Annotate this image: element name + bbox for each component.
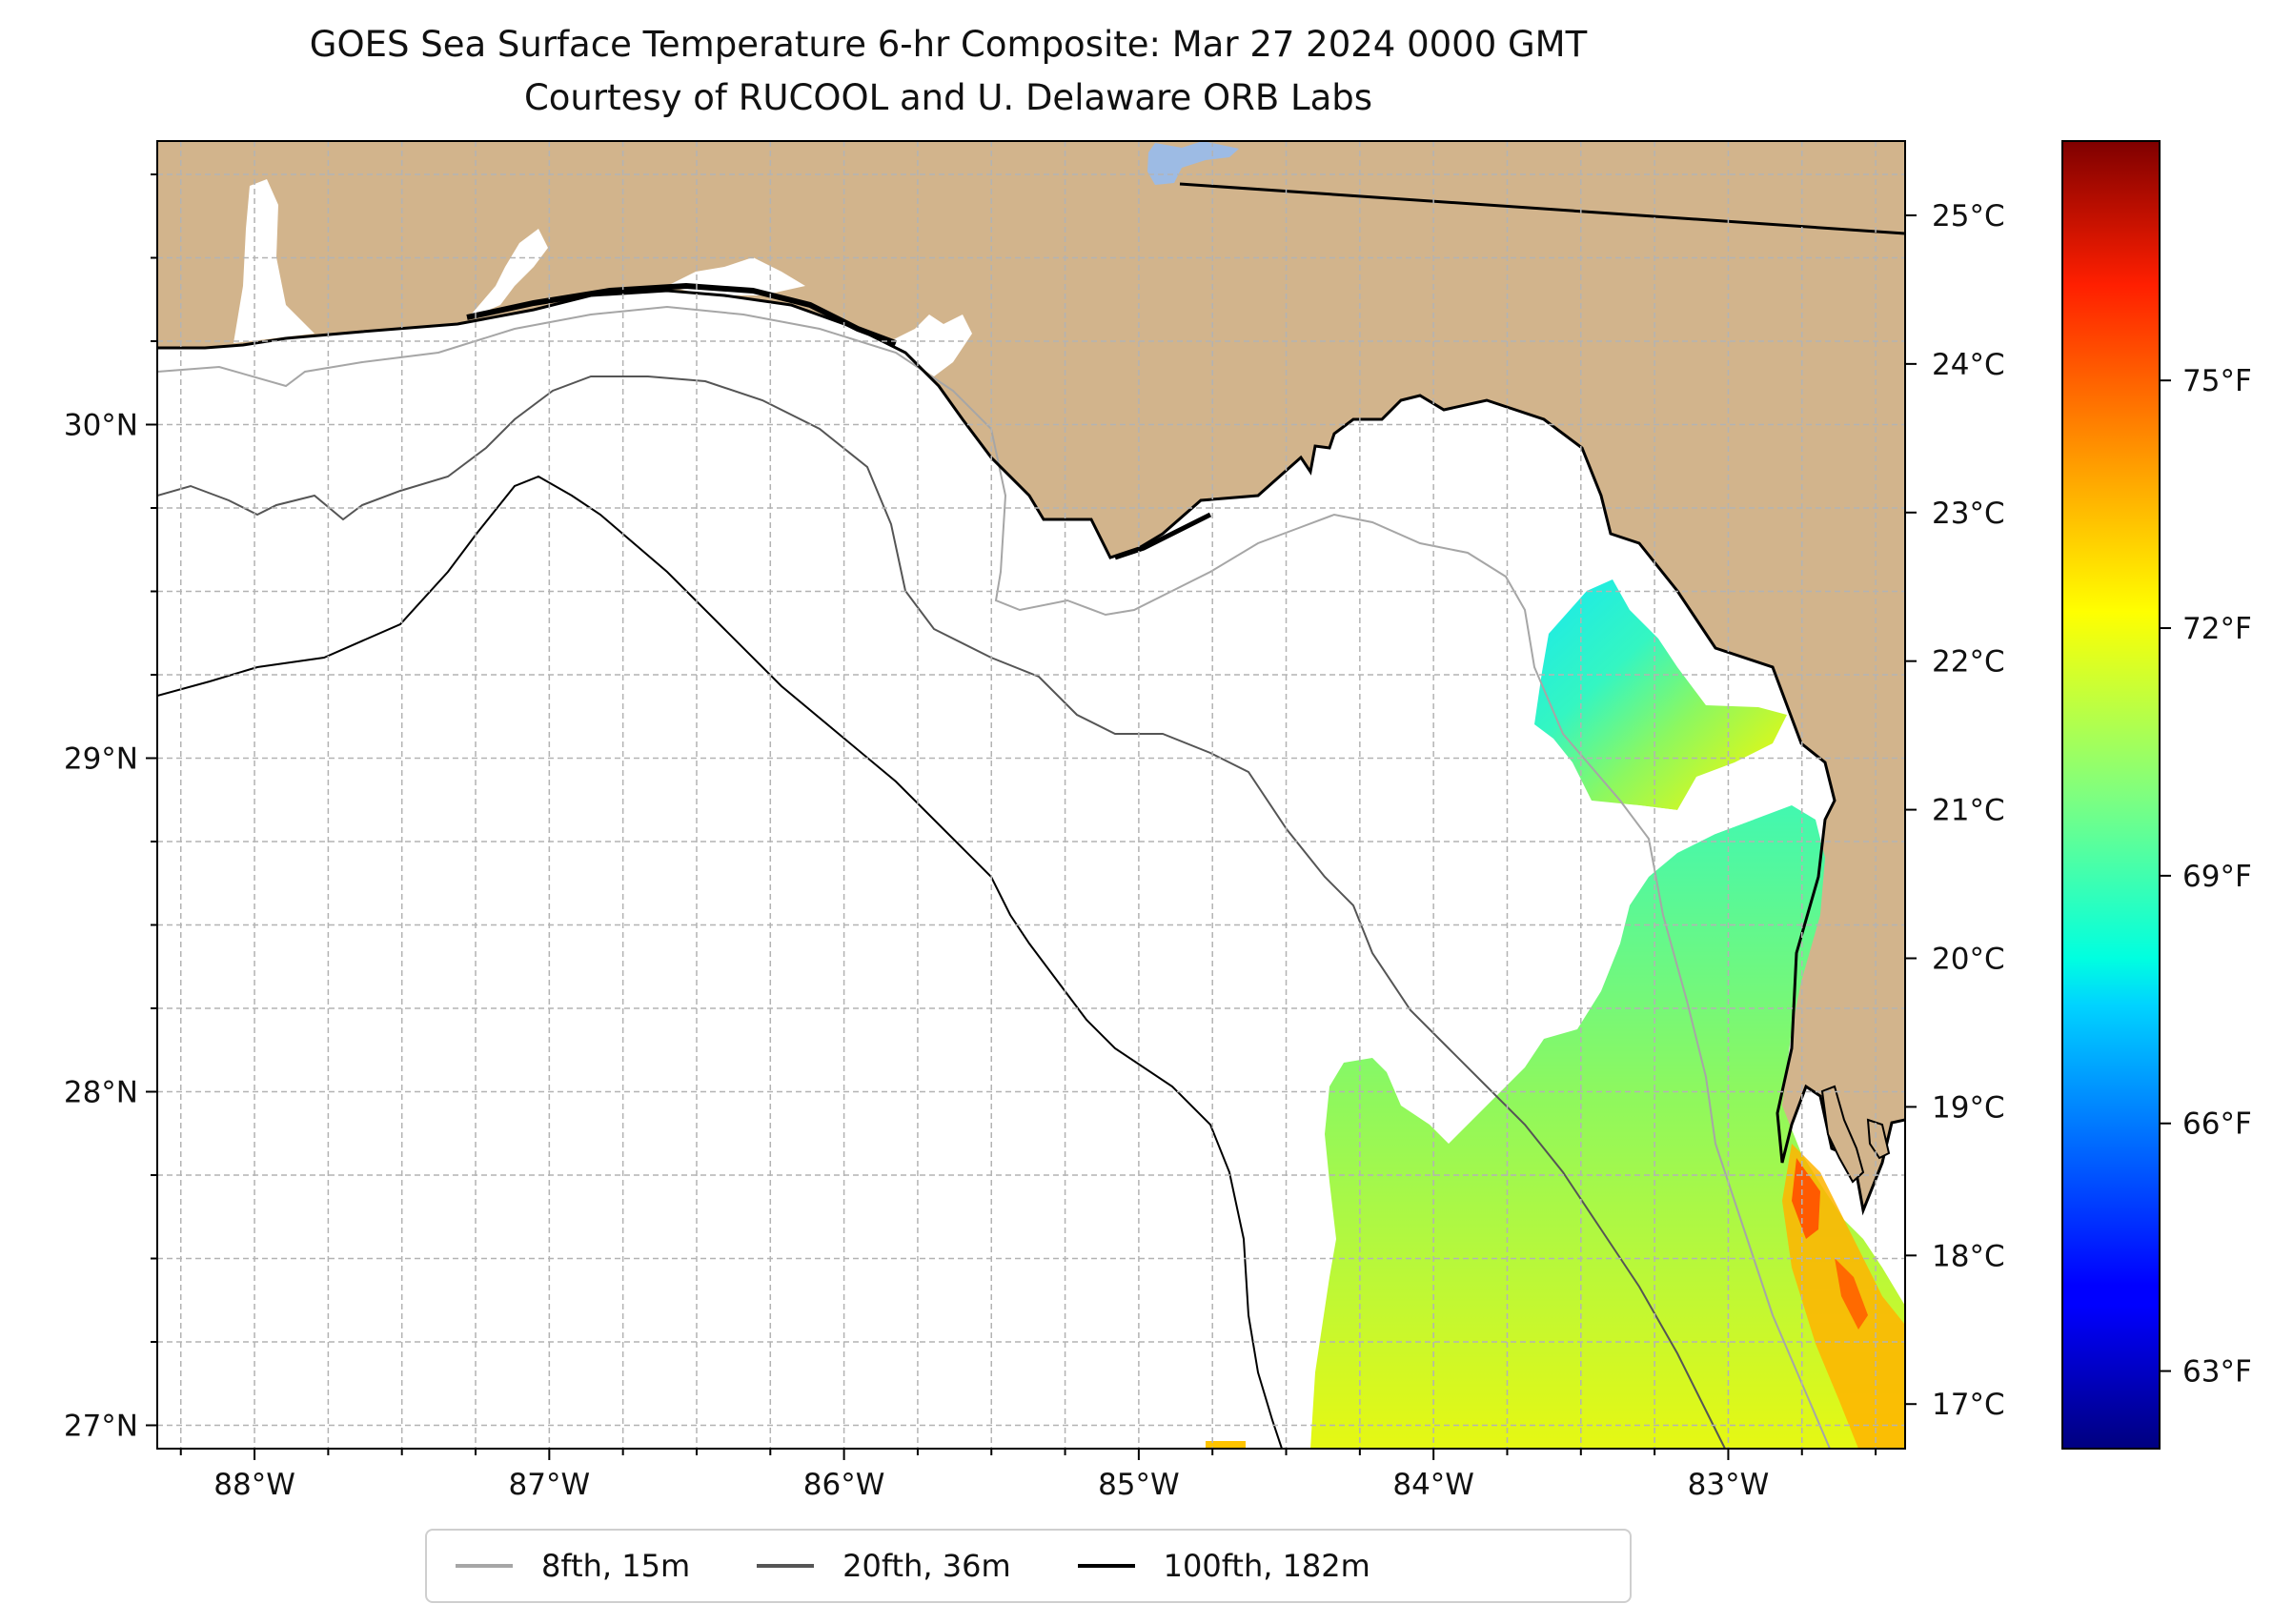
celsius-tick-label: 17°C bbox=[1932, 1388, 2005, 1422]
celsius-tick-label: 19°C bbox=[1932, 1090, 2005, 1125]
lon-tick-label: 88°W bbox=[213, 1468, 295, 1502]
lon-tick-label: 87°W bbox=[509, 1468, 591, 1502]
sst-speck bbox=[1206, 1441, 1246, 1449]
sst-hot-spot bbox=[1792, 1158, 1820, 1239]
celsius-tick-label: 25°C bbox=[1932, 199, 2005, 233]
sst-patch-south bbox=[1310, 805, 1905, 1449]
barrier-island bbox=[466, 282, 898, 346]
lat-tick-label: 27°N bbox=[64, 1410, 138, 1444]
celsius-tick-label: 22°C bbox=[1932, 645, 2005, 680]
lon-tick-label: 86°W bbox=[803, 1468, 885, 1502]
legend-label: 100fth, 182m bbox=[1163, 1548, 1370, 1584]
map-title: GOES Sea Surface Temperature 6-hr Compos… bbox=[309, 24, 1588, 65]
contour-legend: 8fth, 15m 20fth, 36m 100fth, 182m bbox=[425, 1529, 1632, 1603]
island bbox=[1820, 1085, 1865, 1184]
lon-tick-label: 84°W bbox=[1392, 1468, 1474, 1502]
contour-100fth-182m bbox=[157, 475, 1283, 1449]
contour-20fth-36m bbox=[157, 376, 1726, 1449]
island bbox=[1866, 1118, 1891, 1160]
fahrenheit-tick-label: 66°F bbox=[2182, 1107, 2252, 1142]
legend-label: 8fth, 15m bbox=[541, 1548, 691, 1584]
map-frame bbox=[156, 140, 1906, 1450]
coastline bbox=[157, 289, 1905, 1216]
state-border bbox=[1179, 182, 1905, 235]
gridlines bbox=[157, 141, 1905, 1449]
land-mass bbox=[157, 141, 1905, 1210]
lon-tick-label: 83°W bbox=[1688, 1468, 1770, 1502]
legend-label: 20fth, 36m bbox=[842, 1548, 1011, 1584]
celsius-tick-label: 21°C bbox=[1932, 794, 2005, 828]
sst-patch-north bbox=[1534, 579, 1787, 810]
celsius-tick-label: 18°C bbox=[1932, 1239, 2005, 1273]
lon-tick-label: 85°W bbox=[1098, 1468, 1180, 1502]
sst-gap bbox=[1573, 801, 1754, 839]
lat-tick-label: 29°N bbox=[64, 742, 138, 777]
legend-swatch bbox=[757, 1564, 815, 1568]
legend-entry-8fth: 8fth, 15m bbox=[456, 1548, 690, 1584]
sst-data-layer bbox=[1206, 579, 1905, 1449]
legend-entry-100fth: 100fth, 182m bbox=[1077, 1548, 1370, 1584]
barrier-island bbox=[1114, 512, 1212, 560]
fahrenheit-tick-label: 69°F bbox=[2182, 860, 2252, 894]
colorbar bbox=[2061, 140, 2161, 1450]
bay bbox=[233, 179, 315, 343]
map-plot-area bbox=[157, 141, 1905, 1449]
colorbar-ticks: 17°C 18°C 19°C 20°C 21°C 22°C 23°C 24°C 25°C 63°F… bbox=[1905, 199, 2252, 1422]
bay bbox=[467, 229, 548, 319]
celsius-tick-label: 23°C bbox=[1932, 497, 2005, 531]
legend-entry-20fth: 20fth, 36m bbox=[757, 1548, 1011, 1584]
lat-tick-label: 30°N bbox=[64, 409, 138, 443]
fahrenheit-tick-label: 75°F bbox=[2182, 364, 2252, 398]
legend-swatch bbox=[1077, 1564, 1135, 1568]
celsius-tick-label: 20°C bbox=[1932, 943, 2005, 977]
bay bbox=[886, 315, 972, 376]
lat-tick-label: 28°N bbox=[64, 1076, 138, 1110]
fahrenheit-tick-label: 63°F bbox=[2182, 1355, 2252, 1390]
legend-swatch bbox=[456, 1564, 513, 1568]
map-subtitle: Courtesy of RUCOOL and U. Delaware ORB L… bbox=[523, 77, 1373, 118]
fahrenheit-tick-label: 72°F bbox=[2182, 612, 2252, 646]
celsius-tick-label: 24°C bbox=[1932, 348, 2005, 382]
sst-hot-spot bbox=[1835, 1258, 1868, 1330]
map-axis-ticks: 88°W 87°W 86°W 85°W 84°W 83°W 27°N 28°N 29°N 30°N bbox=[64, 173, 1877, 1502]
